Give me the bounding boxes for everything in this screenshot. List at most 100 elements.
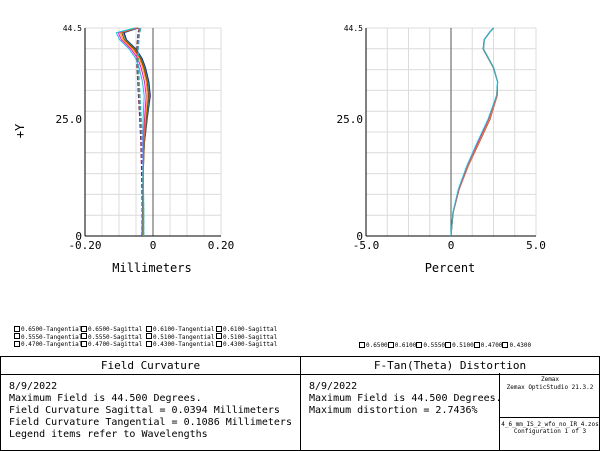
legend-label: 0.4300 bbox=[509, 342, 532, 349]
legend-item: 0.5550-Tangential bbox=[14, 333, 83, 342]
x-tick-label: 0 bbox=[150, 239, 157, 252]
y-tick-label: 44.5 bbox=[344, 24, 363, 33]
checkbox-icon bbox=[14, 325, 20, 332]
legend-label: 0.5550-Tangential bbox=[21, 333, 83, 341]
legend-label: 0.4700 bbox=[480, 342, 503, 349]
field-curvature-series bbox=[115, 27, 151, 237]
checkbox-icon bbox=[146, 340, 152, 347]
field-curvature-x-axis-label: Millimeters bbox=[112, 261, 191, 275]
checkbox-icon bbox=[216, 340, 222, 347]
legend-item: 0.5550 bbox=[416, 341, 446, 350]
legend-item: 0.4300 bbox=[502, 341, 532, 350]
legend-label: 0.4700-Tangential bbox=[21, 341, 83, 349]
legend-label: 0.5100-Tangential bbox=[153, 333, 215, 341]
checkbox-icon bbox=[216, 325, 222, 332]
x-tick-label: -5.0 bbox=[353, 239, 380, 252]
checkbox-icon bbox=[445, 341, 452, 348]
legend-label: 0.5100 bbox=[452, 342, 474, 349]
distortion-series bbox=[450, 27, 499, 237]
legend-item: 0.6500 bbox=[359, 341, 388, 350]
checkbox-icon bbox=[146, 325, 152, 332]
info-date: 8/9/2022 bbox=[9, 381, 58, 392]
distortion-info-panel: F-Tan(Theta) Distortion 8/9/2022 Maximum… bbox=[300, 356, 600, 451]
info-max-distortion: Maximum distortion = 2.7436% bbox=[309, 405, 478, 416]
field-curvature-grid bbox=[84, 27, 222, 237]
distortion-legend: 0.6500 0.6100 0.5550 0.5100 0.4700 0.4300 bbox=[359, 341, 532, 350]
field-curvature-legend: 0.6500-Tangential 0.6500-Sagittal 0.6100-T… bbox=[14, 325, 278, 349]
info-sagittal: Field Curvature Sagittal = 0.0394 Millim… bbox=[9, 405, 280, 416]
checkbox-icon bbox=[14, 340, 20, 347]
checkbox-icon bbox=[359, 341, 365, 348]
legend-item: 0.4300-Tangential bbox=[146, 340, 216, 349]
product-version: Zemax OpticStudio 21.3.2 bbox=[506, 384, 594, 391]
legend-label: 0.6500 bbox=[366, 342, 388, 349]
info-max-field: Maximum Field is 44.500 Degrees. bbox=[309, 393, 502, 404]
series-line bbox=[450, 27, 499, 237]
field-curvature-title: Field Curvature bbox=[1, 357, 300, 375]
distortion-grid bbox=[365, 27, 537, 237]
field-curvature-info: 8/9/2022 Maximum Field is 44.500 Degrees… bbox=[1, 375, 300, 447]
distortion-x-axis-label: Percent bbox=[425, 261, 476, 275]
y-tick-label: 25.0 bbox=[337, 113, 364, 126]
y-tick-label: 0 bbox=[75, 230, 82, 243]
software-info-box: Zemax Zemax OpticStudio 21.3.2 4_6_mm_IS… bbox=[499, 373, 600, 451]
legend-label: 0.4300-Tangential bbox=[153, 341, 215, 349]
legend-item: 0.6500-Sagittal bbox=[81, 325, 146, 334]
info-legend-note: Legend items refer to Wavelengths bbox=[9, 429, 208, 440]
y-tick-label: 25.0 bbox=[56, 113, 83, 126]
vendor-name: Zemax bbox=[540, 376, 560, 383]
series-line bbox=[137, 27, 145, 236]
legend-label: 0.4300-Sagittal bbox=[223, 341, 278, 349]
legend-item: 0.6100-Tangential bbox=[146, 325, 216, 334]
info-date: 8/9/2022 bbox=[309, 381, 358, 392]
legend-label: 0.6100 bbox=[394, 342, 417, 349]
legend-item: 0.6100-Sagittal bbox=[216, 325, 278, 334]
legend-item: 0.5100-Tangential bbox=[146, 333, 216, 342]
checkbox-icon bbox=[146, 333, 152, 340]
legend-label: 0.5550 bbox=[423, 342, 446, 349]
legend-row: 0.6500 0.6100 0.5550 0.5100 0.4700 0.4300 bbox=[359, 341, 532, 350]
checkbox-icon bbox=[81, 333, 87, 340]
checkbox-icon bbox=[81, 325, 87, 332]
file-name: 4_6_mm_IS_2_wfo_no_IR_4.zos bbox=[501, 421, 599, 428]
checkbox-icon bbox=[387, 341, 394, 348]
distortion-info: 8/9/2022 Maximum Field is 44.500 Degrees… bbox=[301, 375, 599, 423]
checkbox-icon bbox=[502, 341, 509, 348]
checkbox-icon bbox=[416, 341, 423, 348]
legend-label: 0.6500-Sagittal bbox=[88, 326, 143, 333]
file-info: 4_6_mm_IS_2_wfo_no_IR_4.zos Configuratio… bbox=[500, 418, 600, 435]
legend-label: 0.6100-Tangential bbox=[153, 326, 215, 333]
legend-item: 0.4700 bbox=[473, 341, 503, 350]
configuration: Configuration 1 of 3 bbox=[513, 428, 587, 435]
software-info: Zemax Zemax OpticStudio 21.3.2 bbox=[500, 373, 600, 418]
checkbox-icon bbox=[14, 333, 20, 340]
legend-item: 0.4700-Sagittal bbox=[81, 340, 146, 349]
x-tick-label: 5.0 bbox=[526, 239, 546, 252]
x-tick-label: 0.20 bbox=[208, 239, 235, 252]
legend-row: 0.4700-Tangential 0.4700-Sagittal 0.4300-T… bbox=[14, 340, 278, 349]
x-tick-label: -0.20 bbox=[68, 239, 101, 252]
legend-item: 0.4700-Tangential bbox=[14, 340, 83, 349]
y-tick-label: 44.5 bbox=[63, 24, 82, 33]
legend-label: 0.4700-Sagittal bbox=[88, 341, 143, 349]
legend-row: 0.6500-Tangential 0.6500-Sagittal 0.6100-T… bbox=[14, 325, 278, 334]
x-tick-label: 0 bbox=[448, 239, 455, 252]
legend-item: 0.5100 bbox=[445, 341, 474, 350]
field-curvature-info-panel: Field Curvature 8/9/2022 Maximum Field i… bbox=[0, 356, 301, 451]
checkbox-icon bbox=[216, 333, 222, 340]
info-tangential: Field Curvature Tangential = 0.1086 Mill… bbox=[9, 417, 292, 428]
legend-item: 0.4300-Sagittal bbox=[216, 340, 278, 349]
legend-label: 0.6500-Tangential bbox=[21, 326, 83, 333]
info-max-field: Maximum Field is 44.500 Degrees. bbox=[9, 393, 202, 404]
distortion-title: F-Tan(Theta) Distortion bbox=[301, 357, 599, 375]
field-curvature-y-axis-label: +Y bbox=[13, 123, 27, 138]
legend-label: 0.5100-Sagittal bbox=[223, 333, 278, 341]
legend-label: 0.5550-Sagittal bbox=[88, 333, 143, 341]
legend-item: 0.6500-Tangential bbox=[14, 325, 83, 334]
legend-item: 0.5550-Sagittal bbox=[81, 333, 146, 342]
legend-label: 0.6100-Sagittal bbox=[223, 326, 278, 333]
